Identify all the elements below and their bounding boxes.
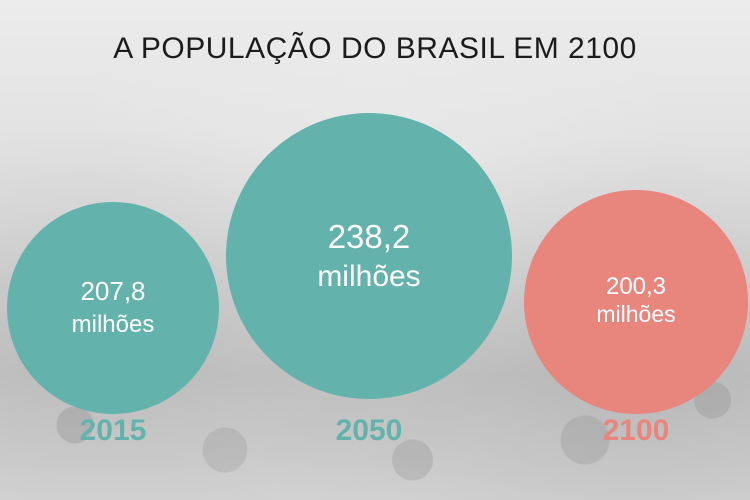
bubble-value-2015: 207,8 <box>80 276 145 306</box>
chart-title: A POPULAÇÃO DO BRASIL EM 2100 <box>113 32 637 65</box>
bubble-2015 <box>7 202 219 414</box>
year-label-2100: 2100 <box>603 414 670 447</box>
bubble-value-2100: 200,3 <box>606 273 666 300</box>
year-label-2015: 2015 <box>80 414 147 447</box>
year-label-2050: 2050 <box>336 414 403 447</box>
bubble-2050 <box>226 113 512 399</box>
bubble-value-2050: 238,2 <box>328 218 411 255</box>
bubble-unit-2100: milhões <box>596 301 675 327</box>
bubble-unit-2015: milhões <box>72 311 155 338</box>
bubble-2100 <box>524 190 748 414</box>
bubble-unit-2050: milhões <box>317 260 420 293</box>
